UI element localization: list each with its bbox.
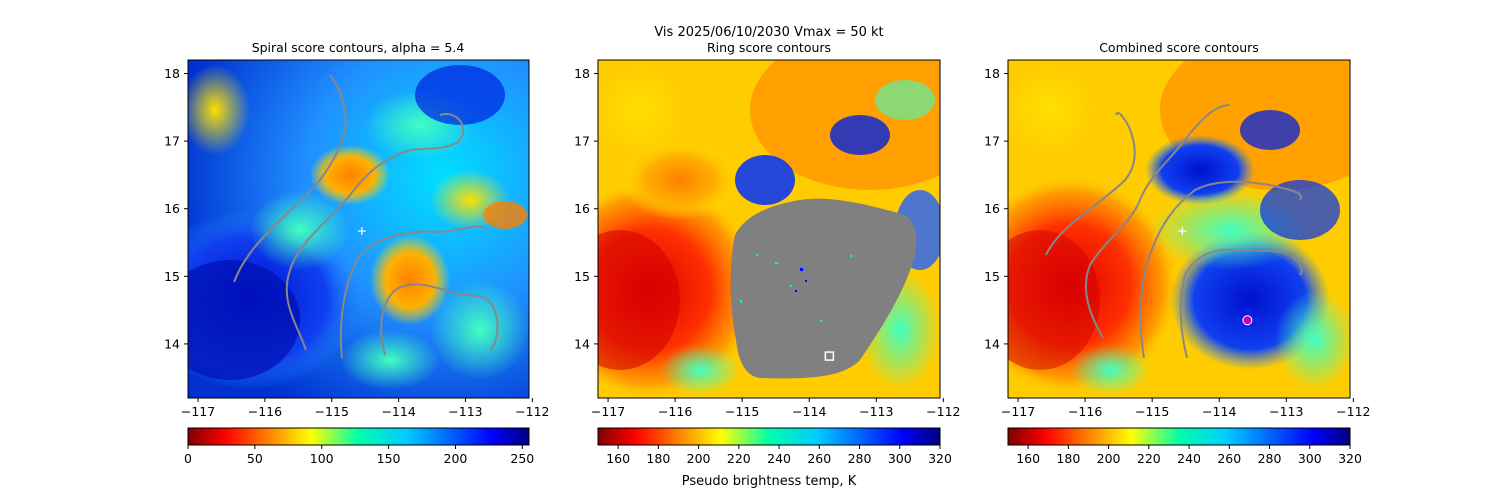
y-tick-label: 17 — [574, 134, 590, 149]
x-tick-label: −115 — [315, 404, 349, 419]
combined-center-circle-marker — [1242, 315, 1253, 326]
y-tick-label: 17 — [984, 134, 1000, 149]
center-plus-marker — [357, 227, 366, 236]
colorbar-tick-label: 300 — [1298, 451, 1322, 466]
x-tick-label: −112 — [515, 404, 549, 419]
panel-title: Combined score contours — [1099, 40, 1259, 55]
colorbar-label: Pseudo brightness temp, K — [682, 474, 857, 489]
x-tick-label: −115 — [725, 404, 759, 419]
plot-frame — [597, 59, 941, 399]
panel-title: Spiral score contours, alpha = 5.4 — [252, 40, 465, 55]
x-tick-label: −117 — [591, 404, 625, 419]
plot-frame — [187, 59, 530, 399]
colorbar-tick-label: 180 — [646, 451, 670, 466]
y-tick-label: 18 — [574, 66, 590, 81]
y-tick-label: 14 — [574, 336, 590, 351]
plot-frame — [1007, 59, 1351, 399]
colorbar-tick-label: 180 — [1056, 451, 1080, 466]
x-tick-label: −116 — [658, 404, 692, 419]
colorbar-tick-label: 160 — [606, 451, 630, 466]
colorbar-tick-label: 260 — [807, 451, 831, 466]
colorbar: 160 180 200 220 240 260 280 300 320 — [597, 427, 952, 466]
y-tick-label: 17 — [164, 134, 180, 149]
colorbar-tick-label: 0 — [184, 451, 192, 466]
heatmap-field — [1008, 60, 1350, 398]
panel-ring: Ring score contours — [574, 40, 961, 489]
y-tick-label: 16 — [164, 201, 180, 216]
y-tick-label: 15 — [574, 269, 590, 284]
colorbar-ticks: 0 50 100 150 200 250 — [184, 445, 534, 466]
panel-combined: Combined score contours — [984, 40, 1371, 466]
markers — [357, 227, 366, 236]
colorbar: 0 50 100 150 200 250 — [184, 427, 534, 466]
x-tick-label: −113 — [448, 404, 482, 419]
colorbar-ticks: 160 180 200 220 240 260 280 300 320 — [606, 445, 952, 466]
colorbar-tick-label: 150 — [377, 451, 401, 466]
y-tick-label: 16 — [574, 201, 590, 216]
x-tick-label: −112 — [1336, 404, 1370, 419]
y-axis: 14 15 16 17 18 — [984, 66, 1008, 351]
colorbar-tick-label: 280 — [848, 451, 872, 466]
ring-center-square-marker — [824, 351, 835, 361]
x-tick-label: −113 — [859, 404, 893, 419]
heatmap-field — [598, 60, 940, 398]
colorbar: 160 180 200 220 240 260 280 300 320 — [1007, 427, 1362, 466]
colorbar-tick-label: 280 — [1258, 451, 1282, 466]
panel-title: Ring score contours — [707, 40, 831, 55]
x-tick-label: −112 — [926, 404, 960, 419]
y-tick-label: 15 — [164, 269, 180, 284]
x-tick-label: −115 — [1135, 404, 1169, 419]
suptitle: Vis 2025/06/10/2030 Vmax = 50 kt — [654, 25, 883, 40]
heatmap-field — [188, 60, 529, 398]
x-tick-label: −116 — [1068, 404, 1102, 419]
colorbar-tick-label: 200 — [1097, 451, 1121, 466]
y-tick-label: 18 — [164, 66, 180, 81]
x-axis: −117 −116 −115 −114 −113 −112 — [181, 398, 550, 419]
x-axis: −117 −116 −115 −114 −113 −112 — [1001, 398, 1371, 419]
colorbar-tick-label: 300 — [888, 451, 912, 466]
x-tick-label: −116 — [248, 404, 282, 419]
markers — [1178, 227, 1253, 326]
center-plus-marker — [1178, 227, 1187, 236]
colorbar-tick-label: 240 — [1177, 451, 1201, 466]
colorbar-tick-label: 200 — [444, 451, 468, 466]
colorbar-tick-label: 250 — [510, 451, 534, 466]
x-tick-label: −113 — [1269, 404, 1303, 419]
y-tick-label: 16 — [984, 201, 1000, 216]
x-axis: −117 −116 −115 −114 −113 −112 — [591, 398, 961, 419]
colorbar-tick-label: 220 — [1137, 451, 1161, 466]
y-axis: 14 15 16 17 18 — [574, 66, 598, 351]
x-tick-label: −114 — [1202, 404, 1236, 419]
colorbar-tick-label: 160 — [1016, 451, 1040, 466]
colorbar-tick-label: 100 — [310, 451, 334, 466]
panel-spiral: Spiral score contours, alpha = 5.4 — [164, 40, 550, 466]
colorbar-tick-label: 320 — [1338, 451, 1362, 466]
y-tick-label: 15 — [984, 269, 1000, 284]
colorbar-tick-label: 50 — [247, 451, 263, 466]
colorbar-tick-label: 220 — [727, 451, 751, 466]
x-tick-label: −114 — [381, 404, 415, 419]
markers — [824, 351, 835, 361]
x-tick-label: −117 — [1001, 404, 1035, 419]
colorbar-tick-label: 240 — [767, 451, 791, 466]
colorbar-tick-label: 320 — [928, 451, 952, 466]
colorbar-tick-label: 260 — [1217, 451, 1241, 466]
y-tick-label: 14 — [984, 336, 1000, 351]
colorbar-tick-label: 200 — [687, 451, 711, 466]
x-tick-label: −117 — [181, 404, 215, 419]
y-axis: 14 15 16 17 18 — [164, 66, 188, 351]
y-tick-label: 18 — [984, 66, 1000, 81]
x-tick-label: −114 — [792, 404, 826, 419]
colorbar-ticks: 160 180 200 220 240 260 280 300 320 — [1016, 445, 1362, 466]
y-tick-label: 14 — [164, 336, 180, 351]
